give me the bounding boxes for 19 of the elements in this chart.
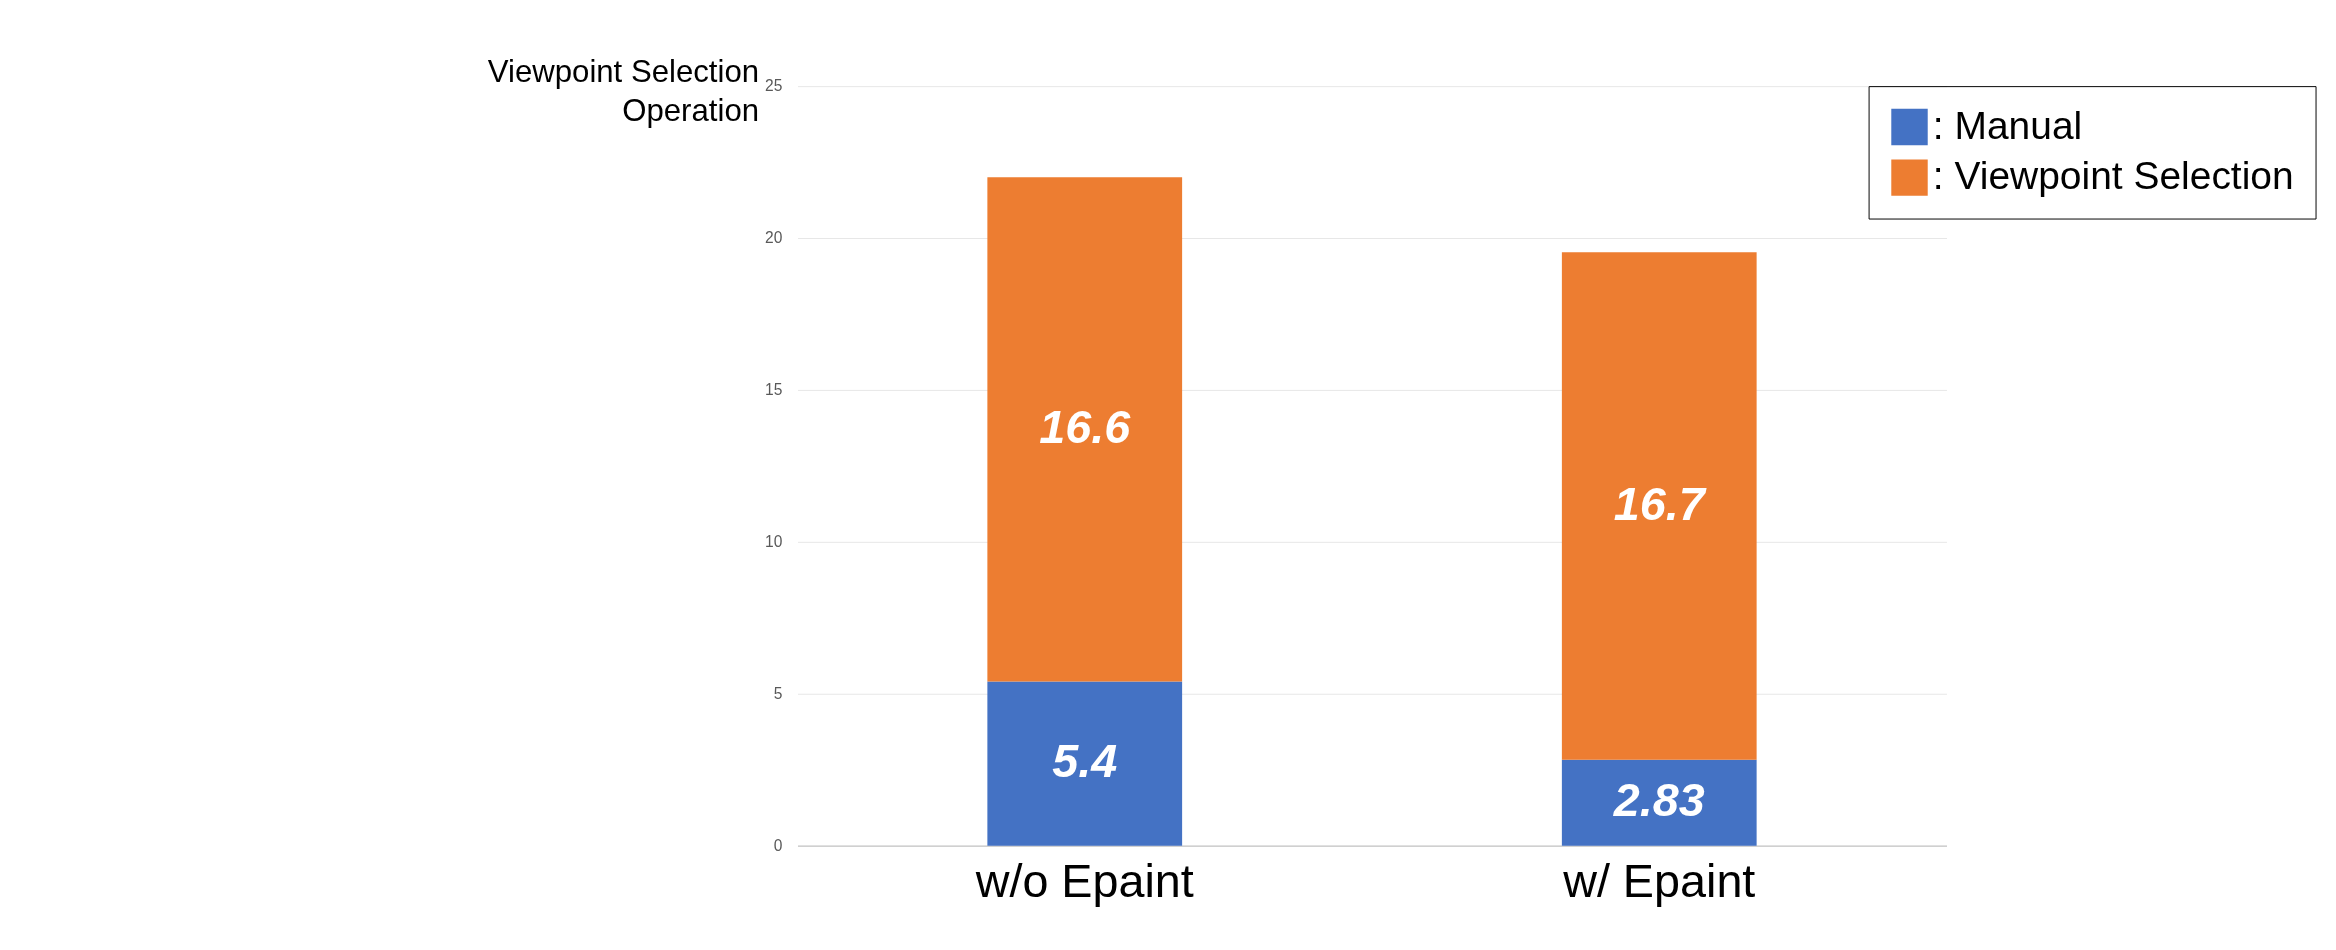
legend-label: : Manual — [1932, 103, 2083, 147]
y-tick-label: 10 — [765, 533, 783, 551]
y-tick-label: 20 — [765, 229, 783, 247]
bar — [987, 177, 1183, 682]
y-tick-label: 15 — [765, 381, 783, 399]
legend-label: : Viewpoint Selection — [1932, 154, 2294, 198]
bar — [1561, 252, 1757, 760]
bar — [1561, 759, 1757, 846]
data-label: 16.6 — [1039, 401, 1132, 454]
y-axis-title: Viewpoint Selection Operation — [487, 53, 760, 128]
y-tick-label: 25 — [765, 77, 783, 95]
data-label: 2.83 — [1612, 774, 1705, 827]
bar — [987, 681, 1183, 846]
y-tick-label: 0 — [773, 837, 783, 854]
x-tick-label: w/ Epaint — [1562, 854, 1756, 907]
y-tick-label: 5 — [773, 685, 783, 703]
data-label: 16.7 — [1613, 477, 1707, 530]
x-tick-label: w/o Epaint — [974, 854, 1194, 907]
data-label: 5.4 — [1052, 735, 1118, 788]
